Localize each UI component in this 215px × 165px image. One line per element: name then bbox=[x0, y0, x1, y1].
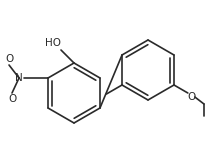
Text: O: O bbox=[8, 94, 16, 104]
Text: O: O bbox=[5, 54, 13, 64]
Text: N: N bbox=[15, 73, 23, 83]
Text: O: O bbox=[188, 92, 196, 102]
Text: HO: HO bbox=[45, 38, 61, 48]
